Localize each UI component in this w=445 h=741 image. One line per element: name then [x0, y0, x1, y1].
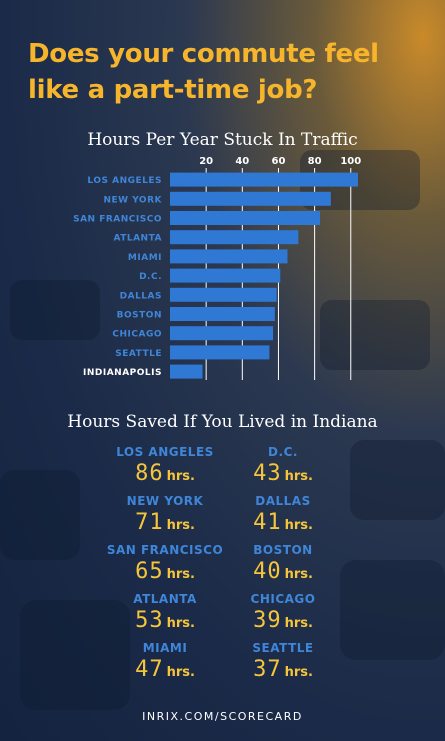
category-label: CHICAGO [112, 330, 162, 340]
bar [170, 307, 275, 321]
x-tick-label: 40 [235, 156, 249, 167]
saved-unit: hrs. [166, 469, 195, 484]
bar [170, 191, 331, 206]
saved-city: LOS ANGELES [116, 445, 214, 459]
saved-item: LOS ANGELES 86 hrs. [95, 445, 235, 486]
saved-city: SEATTLE [252, 641, 314, 655]
saved-hours: 65 [135, 559, 164, 584]
bar [170, 249, 288, 264]
saved-item: MIAMI 47 hrs. [95, 641, 235, 682]
saved-hours: 40 [253, 559, 282, 584]
saved-unit: hrs. [284, 469, 313, 484]
saved-unit: hrs. [284, 567, 313, 582]
saved-value: 41 hrs. [213, 510, 353, 535]
bar [170, 364, 203, 379]
saved-item: DALLAS 41 hrs. [213, 494, 353, 535]
saved-hours: 43 [253, 461, 282, 486]
x-tick-label: 80 [308, 156, 322, 167]
category-label: LOS ANGELES [87, 176, 162, 186]
bar [170, 211, 321, 225]
saved-item: BOSTON 40 hrs. [213, 543, 353, 584]
saved-hours: 53 [135, 608, 164, 633]
saved-hours: 37 [253, 657, 282, 682]
bar-chart: 20 40 60 80 100 LOS ANGELES NEW YORK SAN FRANCI… [73, 156, 361, 380]
category-label: NEW YORK [104, 195, 163, 205]
saved-hours: 86 [135, 461, 164, 486]
saved-hours: 47 [135, 657, 164, 682]
category-label: INDIANAPOLIS [83, 368, 162, 378]
saved-value: 40 hrs. [213, 559, 353, 584]
saved-city: NEW YORK [126, 494, 204, 508]
category-label: SAN FRANCISCO [73, 215, 162, 225]
saved-unit: hrs. [166, 665, 195, 680]
saved-city: CHICAGO [250, 592, 316, 606]
category-label: BOSTON [117, 311, 162, 321]
saved-item: SEATTLE 37 hrs. [213, 641, 353, 682]
chart-title: Hours Per Year Stuck In Traffic [87, 130, 358, 150]
saved-item: D.C. 43 hrs. [213, 445, 353, 486]
category-label: MIAMI [128, 253, 162, 263]
bar [170, 326, 274, 341]
saved-unit: hrs. [284, 665, 313, 680]
category-label: ATLANTA [113, 234, 162, 244]
saved-hours: 71 [135, 510, 164, 535]
saved-title: Hours Saved If You Lived in Indiana [67, 412, 378, 432]
saved-value: 71 hrs. [95, 510, 235, 535]
bar [170, 230, 299, 245]
saved-city: DALLAS [255, 494, 311, 508]
saved-hours: 41 [253, 510, 282, 535]
saved-value: 53 hrs. [95, 608, 235, 633]
category-label: DALLAS [120, 291, 162, 301]
x-tick-label: 20 [199, 156, 213, 167]
saved-city: SAN FRANCISCO [106, 543, 224, 557]
saved-unit: hrs. [166, 567, 195, 582]
saved-value: 39 hrs. [213, 608, 353, 633]
saved-unit: hrs. [284, 518, 313, 533]
footer-link[interactable]: INRIX.COM/SCORECARD [142, 710, 303, 723]
saved-value: 47 hrs. [95, 657, 235, 682]
saved-city: MIAMI [142, 641, 188, 655]
saved-hours: 39 [253, 608, 282, 633]
saved-value: 86 hrs. [95, 461, 235, 486]
bar [170, 287, 277, 302]
bar [170, 345, 270, 360]
bar [170, 172, 358, 187]
category-label: D.C. [139, 272, 162, 282]
saved-item: CHICAGO 39 hrs. [213, 592, 353, 633]
saved-unit: hrs. [166, 616, 195, 631]
saved-item: NEW YORK 71 hrs. [95, 494, 235, 535]
x-tick-label: 60 [272, 156, 286, 167]
saved-value: 43 hrs. [213, 461, 353, 486]
saved-unit: hrs. [284, 616, 313, 631]
saved-unit: hrs. [166, 518, 195, 533]
saved-city: D.C. [268, 445, 298, 459]
saved-value: 65 hrs. [95, 559, 235, 584]
headline: Does your commute feel like a part-time … [28, 39, 379, 105]
saved-item: ATLANTA 53 hrs. [95, 592, 235, 633]
category-label: SEATTLE [115, 349, 162, 359]
saved-city: BOSTON [253, 543, 313, 557]
x-tick-label: 100 [340, 156, 361, 167]
saved-city: ATLANTA [133, 592, 197, 606]
bar [170, 268, 281, 283]
saved-value: 37 hrs. [213, 657, 353, 682]
saved-item: SAN FRANCISCO 65 hrs. [95, 543, 235, 584]
